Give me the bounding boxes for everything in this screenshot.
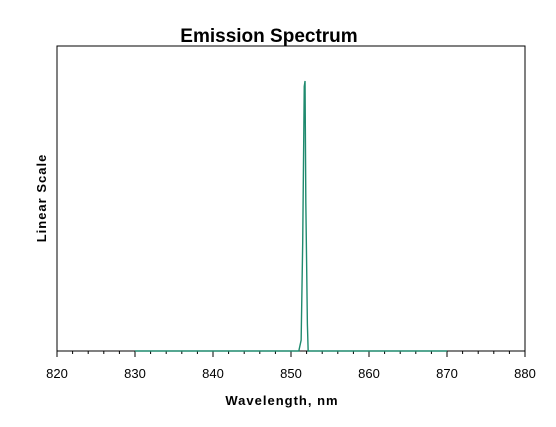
x-tick-label: 830 (124, 366, 146, 381)
x-axis-ticks: 820 830 840 850 860 870 880 (46, 351, 536, 381)
x-tick-label: 860 (358, 366, 380, 381)
x-tick-label: 870 (436, 366, 458, 381)
chart-title: Emission Spectrum (180, 26, 357, 47)
y-axis-label: Linear Scale (34, 154, 49, 243)
spectrum-line (135, 80, 447, 352)
x-axis-label: Wavelength, nm (225, 393, 338, 408)
x-tick-label: 840 (202, 366, 224, 381)
x-tick-label: 880 (514, 366, 536, 381)
x-tick-label: 820 (46, 366, 68, 381)
x-tick-label: 850 (280, 366, 302, 381)
series-group (135, 80, 447, 352)
plot-area (56, 45, 526, 352)
